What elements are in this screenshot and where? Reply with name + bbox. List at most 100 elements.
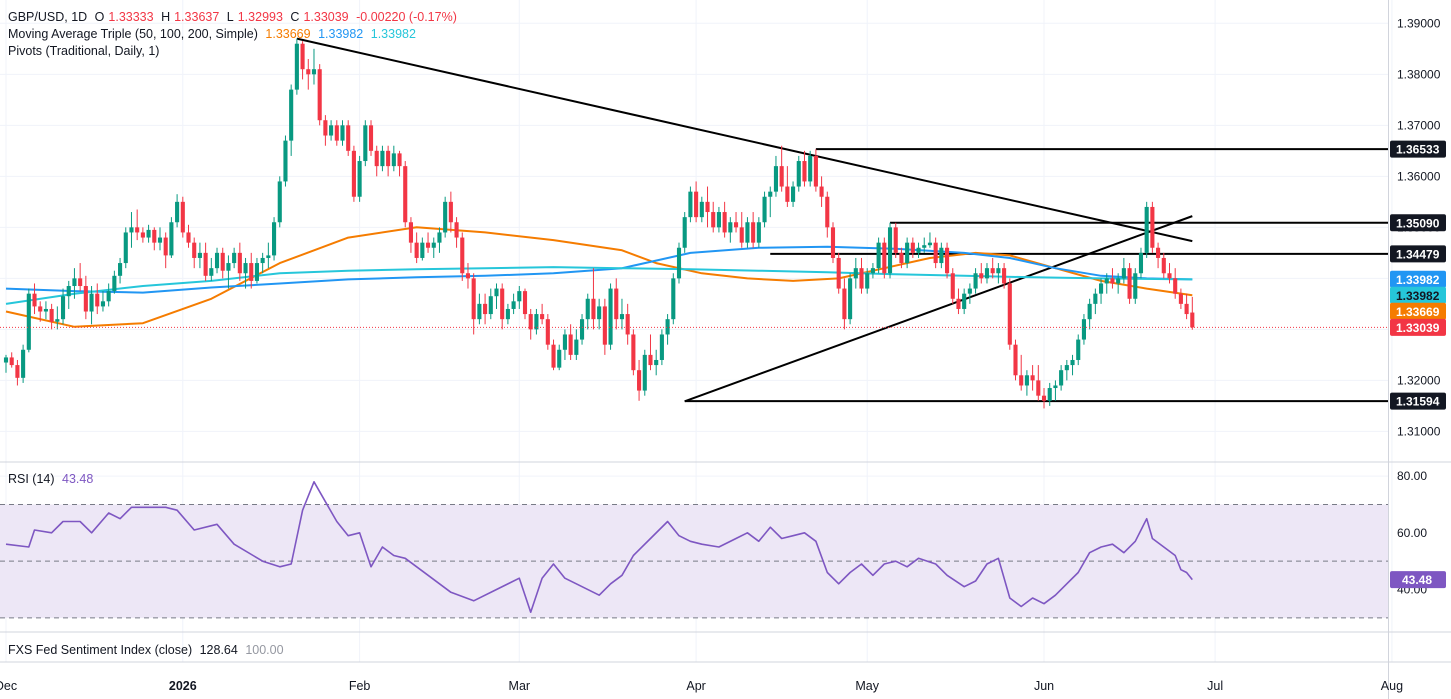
candle[interactable] [808,150,813,187]
candle[interactable] [197,242,202,269]
candle[interactable] [203,242,208,281]
candle[interactable] [574,329,579,360]
candle[interactable] [329,120,334,141]
candle[interactable] [665,314,670,345]
candle[interactable] [791,181,796,207]
candle[interactable] [762,191,767,228]
candle[interactable] [368,120,374,156]
candle[interactable] [933,237,938,269]
candle[interactable] [294,38,299,95]
candle[interactable] [260,252,265,274]
candle[interactable] [351,145,356,202]
candle[interactable] [374,145,379,177]
candle[interactable] [927,232,933,248]
candle[interactable] [78,263,83,292]
candle[interactable] [848,273,853,325]
candle[interactable] [842,278,847,330]
candle[interactable] [420,237,425,261]
candle[interactable] [659,329,664,366]
candle[interactable] [1019,354,1024,391]
candle[interactable] [779,145,784,192]
candle[interactable] [1093,288,1098,315]
candle[interactable] [694,181,699,223]
candle[interactable] [1190,296,1195,330]
candle[interactable] [602,298,607,355]
candle[interactable] [1178,288,1183,309]
candle[interactable] [272,217,277,261]
candle[interactable] [614,278,619,330]
candle[interactable] [637,359,642,401]
candle[interactable] [140,227,145,243]
candle[interactable] [500,283,505,330]
candle[interactable] [146,224,151,243]
candle[interactable] [728,217,733,243]
candle[interactable] [1059,365,1064,391]
candle[interactable] [557,344,562,371]
candle[interactable] [460,232,465,281]
symbol-label[interactable]: GBP/USD, 1D [8,10,88,24]
candle[interactable] [300,41,305,80]
candle[interactable] [157,227,163,251]
candle[interactable] [123,227,128,269]
candle[interactable] [945,242,950,279]
candle[interactable] [425,232,431,253]
candle[interactable] [15,359,20,386]
rsi-legend[interactable]: RSI (14) 43.48 [8,471,93,488]
candle[interactable] [95,283,100,315]
candle[interactable] [996,263,1001,284]
candle[interactable] [522,288,528,320]
candle[interactable] [220,247,225,279]
candle[interactable] [477,293,482,325]
candle[interactable] [802,150,807,187]
candle[interactable] [414,232,419,264]
candle[interactable] [1127,263,1132,304]
candle[interactable] [1167,263,1172,284]
candle[interactable] [585,293,590,330]
candle[interactable] [49,303,54,330]
candle[interactable] [939,242,944,269]
candlesticks[interactable] [3,38,1195,409]
candle[interactable] [705,186,710,228]
candle[interactable] [175,194,180,228]
candle[interactable] [454,217,459,248]
candle[interactable] [214,247,220,274]
candle[interactable] [1081,314,1086,345]
candle[interactable] [43,301,48,320]
candle[interactable] [38,301,43,322]
candle[interactable] [1138,247,1144,279]
fxs-legend[interactable]: FXS Fed Sentiment Index (close) 128.64 1… [8,642,284,659]
candle[interactable] [591,268,596,330]
candle[interactable] [836,252,841,294]
candle[interactable] [1053,380,1058,401]
candle[interactable] [853,257,858,289]
candle[interactable] [209,257,214,281]
candle[interactable] [483,293,488,325]
candle[interactable] [1133,268,1138,304]
candle[interactable] [1024,370,1029,396]
candle[interactable] [540,303,545,325]
candle[interactable] [237,242,242,281]
candle[interactable] [825,191,830,238]
candle[interactable] [922,237,927,253]
candle[interactable] [534,308,539,335]
candle[interactable] [716,206,721,233]
candle[interactable] [186,224,191,248]
candle[interactable] [528,308,533,340]
candle[interactable] [494,283,499,309]
candle[interactable] [967,283,972,304]
candle[interactable] [443,196,448,238]
candle[interactable] [756,217,761,248]
candle[interactable] [363,120,368,167]
candle[interactable] [152,227,157,251]
candle[interactable] [1036,365,1041,401]
candle[interactable] [340,120,345,146]
candle[interactable] [819,176,824,207]
candle[interactable] [1076,334,1081,366]
candle[interactable] [1013,339,1018,381]
candle[interactable] [488,288,493,320]
candle[interactable] [1098,278,1104,304]
candle[interactable] [448,191,453,233]
candle[interactable] [129,212,134,248]
candle[interactable] [517,286,522,309]
